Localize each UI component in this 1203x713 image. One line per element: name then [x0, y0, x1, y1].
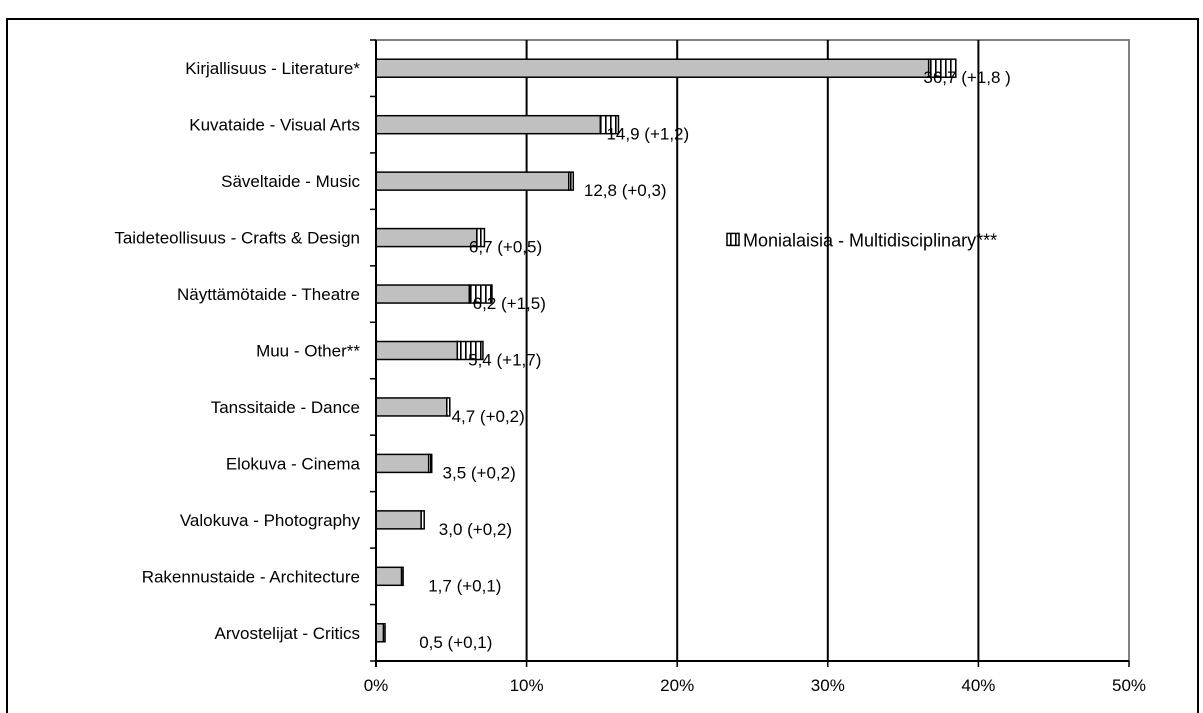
axes — [370, 39, 1130, 667]
bar-multidisciplinary — [568, 171, 575, 191]
data-label: 6,2 (+1,5) — [473, 294, 546, 313]
bar-base — [375, 397, 448, 417]
data-label: 3,0 (+0,2) — [439, 520, 512, 539]
data-label: 6,7 (+0,5) — [469, 238, 542, 257]
category-label: Muu - Other** — [256, 342, 360, 361]
bar-multidisciplinary — [456, 340, 484, 361]
bar-base — [375, 171, 570, 191]
x-tick-label: 40% — [961, 676, 995, 695]
bar-base — [375, 284, 471, 304]
bar-multidisciplinary — [446, 397, 451, 417]
bar-multidisciplinary — [927, 58, 957, 78]
bar-multidisciplinary — [599, 114, 620, 135]
category-label: Kirjallisuus - Literature* — [185, 59, 360, 78]
bar-base — [375, 623, 385, 643]
category-label: Säveltaide - Music — [221, 172, 360, 191]
bar-base — [375, 58, 930, 78]
bar-multidisciplinary — [476, 227, 486, 248]
data-label: 0,5 (+0,1) — [419, 633, 492, 652]
bar-multidisciplinary — [427, 453, 433, 474]
x-tick-label: 0% — [364, 676, 389, 695]
category-label: Näyttämötaide - Theatre — [177, 285, 360, 304]
gridlines — [525, 40, 980, 661]
bar-multidisciplinary — [382, 623, 386, 643]
category-label: Elokuva - Cinema — [226, 454, 361, 473]
chart-frame — [6, 18, 1199, 713]
data-label: 3,5 (+0,2) — [443, 463, 516, 482]
data-label: 12,8 (+0,3) — [584, 181, 667, 200]
category-label: Tanssitaide - Dance — [211, 398, 360, 417]
bar-base — [375, 114, 602, 135]
bar-multidisciplinary — [468, 284, 493, 304]
x-tick-label: 30% — [811, 676, 845, 695]
bar-base — [375, 227, 478, 248]
data-label: 4,7 (+0,2) — [452, 407, 525, 426]
legend: Monialaisia - Multidisciplinary*** — [726, 230, 997, 250]
category-label: Valokuva - Photography — [180, 511, 361, 530]
bar-base — [375, 453, 430, 474]
category-label: Arvostelijat - Critics — [215, 624, 360, 643]
legend-swatch-multidisciplinary — [726, 232, 740, 247]
x-tick-label: 50% — [1112, 676, 1146, 695]
data-label: 14,9 (+1,2) — [606, 125, 689, 144]
x-tick-label: 20% — [660, 676, 694, 695]
bar-multidisciplinary — [400, 566, 404, 587]
labels: 0% 10% 20% 30% 40% 50% Kirjallisuus - Literatu… — [114, 59, 1146, 695]
bar-base — [375, 340, 459, 361]
data-label: 1,7 (+0,1) — [428, 576, 501, 595]
data-label: 36,7 (+1,8 ) — [923, 68, 1010, 87]
bar-base — [375, 566, 403, 587]
category-label: Taideteollisuus - Crafts & Design — [114, 229, 360, 248]
category-label: Rakennustaide - Architecture — [142, 567, 360, 586]
data-label: 5,4 (+1,7) — [468, 351, 541, 370]
category-label: Kuvataide - Visual Arts — [189, 116, 360, 135]
bar-base — [375, 510, 422, 530]
bar-multidisciplinary — [420, 510, 425, 530]
x-tick-label: 10% — [510, 676, 544, 695]
legend-label-multidisciplinary: Monialaisia - Multidisciplinary*** — [743, 230, 997, 250]
